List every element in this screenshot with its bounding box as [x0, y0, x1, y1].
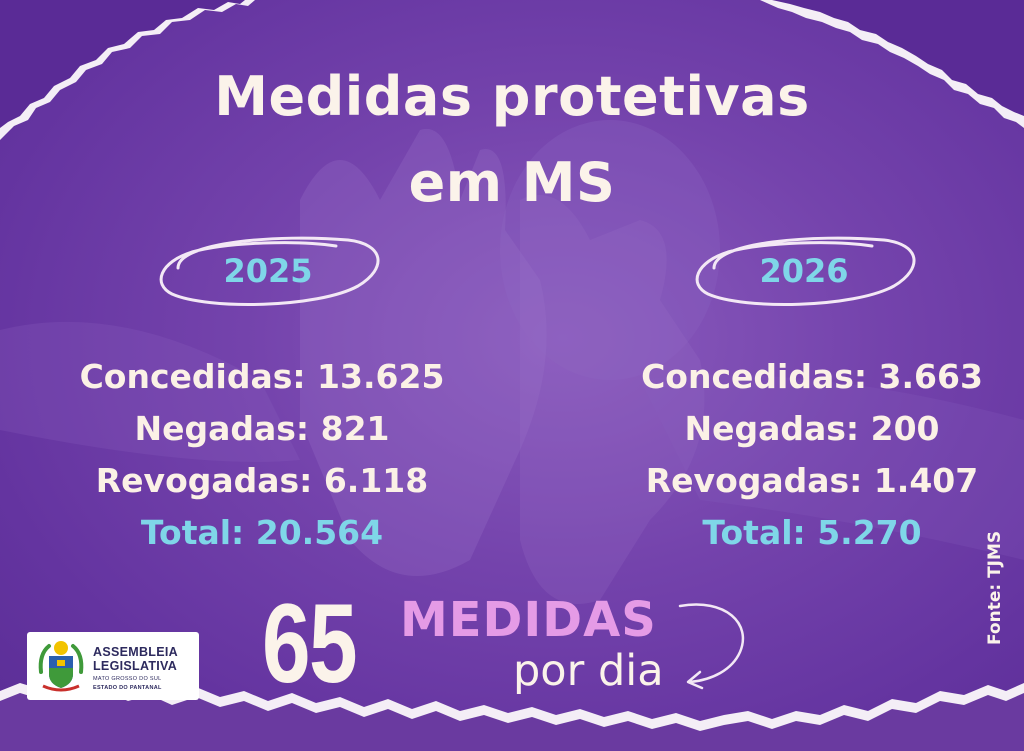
logo-text-line-2: LEGISLATIVA — [93, 659, 178, 673]
stat-negadas: Negadas: 200 — [684, 409, 940, 448]
assembleia-logo: ASSEMBLEIA LEGISLATIVA MATO GROSSO DO SU… — [27, 632, 199, 700]
year-badge-2025: 2025 — [148, 228, 388, 312]
stat-revogadas: Revogadas: 6.118 — [95, 461, 429, 500]
stats-2026: Concedidas: 3.663 Negadas: 200 Revogadas… — [602, 355, 1022, 563]
stat-total: Total: 5.270 — [702, 513, 922, 552]
stat-revogadas: Revogadas: 1.407 — [645, 461, 979, 500]
stats-2025: Concedidas: 13.625 Negadas: 821 Revogada… — [52, 355, 472, 563]
stat-concedidas: Concedidas: 3.663 — [641, 357, 983, 396]
stat-negadas: Negadas: 821 — [134, 409, 390, 448]
curved-arrow-icon — [678, 603, 745, 690]
title-line-2: em MS — [408, 151, 616, 214]
logo-text-line-3: MATO GROSSO DO SUL — [93, 676, 162, 682]
logo-text-line-4: ESTADO DO PANTANAL — [93, 685, 162, 691]
source-credit: Fonte: TJMS — [985, 530, 1005, 645]
torn-paper-bottom — [0, 679, 1024, 751]
stat-total: Total: 20.564 — [140, 513, 384, 552]
stat-concedidas: Concedidas: 13.625 — [79, 357, 445, 396]
year-label: 2026 — [759, 252, 849, 290]
hand-drawn-oval-icon — [695, 236, 916, 306]
logo-text-line-1: ASSEMBLEIA — [93, 645, 178, 659]
title-line-1: Medidas protetivas — [214, 65, 810, 128]
daily-count-number: 65 — [262, 581, 358, 706]
year-label: 2025 — [223, 252, 313, 290]
year-badge-2026: 2026 — [684, 228, 924, 312]
state-coat-of-arms-icon — [38, 641, 84, 692]
hand-drawn-oval-icon — [159, 236, 380, 306]
daily-count-suffix: por dia — [513, 646, 664, 696]
daily-count-word: MEDIDAS — [400, 592, 657, 648]
torn-paper-top — [0, 0, 1024, 140]
